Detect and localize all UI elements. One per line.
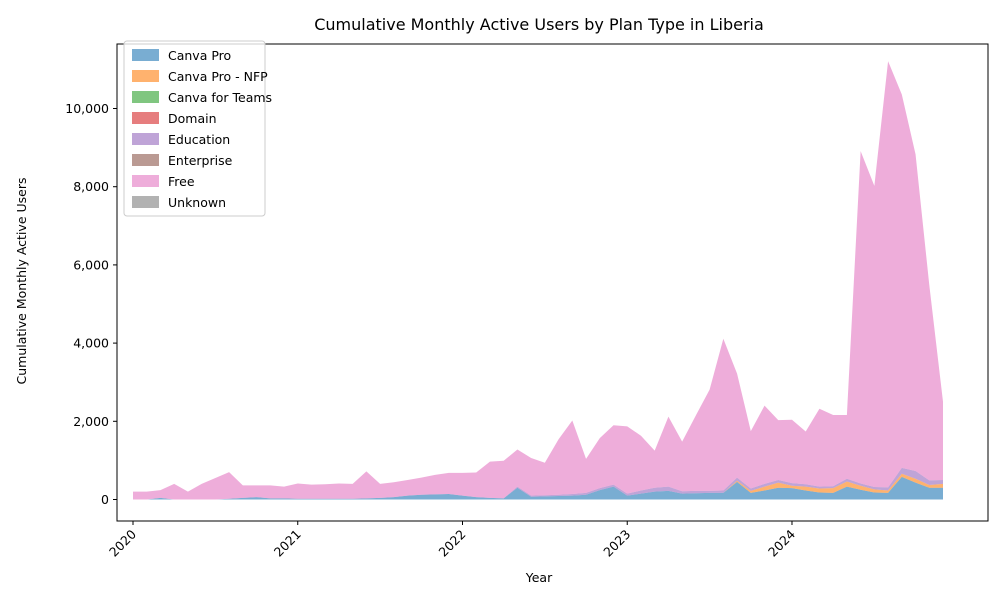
legend-swatch [132, 133, 159, 145]
legend-swatch [132, 70, 159, 82]
y-tick-label: 6,000 [73, 257, 109, 272]
legend-label: Enterprise [168, 153, 233, 168]
legend-swatch [132, 196, 159, 208]
x-axis-label: Year [525, 570, 553, 585]
legend-box [123, 40, 266, 217]
plot-frame [116, 43, 989, 522]
axes-layer [116, 43, 989, 522]
y-tick-label: 2,000 [73, 414, 109, 429]
legend-label: Education [168, 132, 230, 147]
legend-swatch [132, 112, 159, 124]
y-tick-label: 10,000 [65, 101, 109, 116]
legend-label: Canva for Teams [168, 90, 272, 105]
legend-label: Canva Pro [168, 48, 231, 63]
areas-layer [133, 61, 943, 500]
y-tick-label: 0 [101, 492, 109, 507]
legend: Canva Pro Canva Pro - NFP Canva for Teams D… [123, 40, 272, 217]
legend-label: Free [168, 174, 195, 189]
y-tick-label: 4,000 [73, 336, 109, 351]
legend-swatch [132, 91, 159, 103]
y-tick-label: 8,000 [73, 179, 109, 194]
legend-label: Domain [168, 111, 217, 126]
legend-swatch [132, 175, 159, 187]
legend-label: Unknown [168, 195, 226, 210]
y-axis-label: Cumulative Monthly Active Users [14, 178, 29, 385]
chart-title: Cumulative Monthly Active Users by Plan … [314, 15, 764, 34]
legend-swatch [132, 154, 159, 166]
area-canva-pro-nfp [133, 473, 943, 500]
legend-label: Canva Pro - NFP [168, 69, 268, 84]
legend-swatch [132, 49, 159, 61]
area-canva-pro [133, 476, 943, 500]
area-free [133, 61, 943, 500]
